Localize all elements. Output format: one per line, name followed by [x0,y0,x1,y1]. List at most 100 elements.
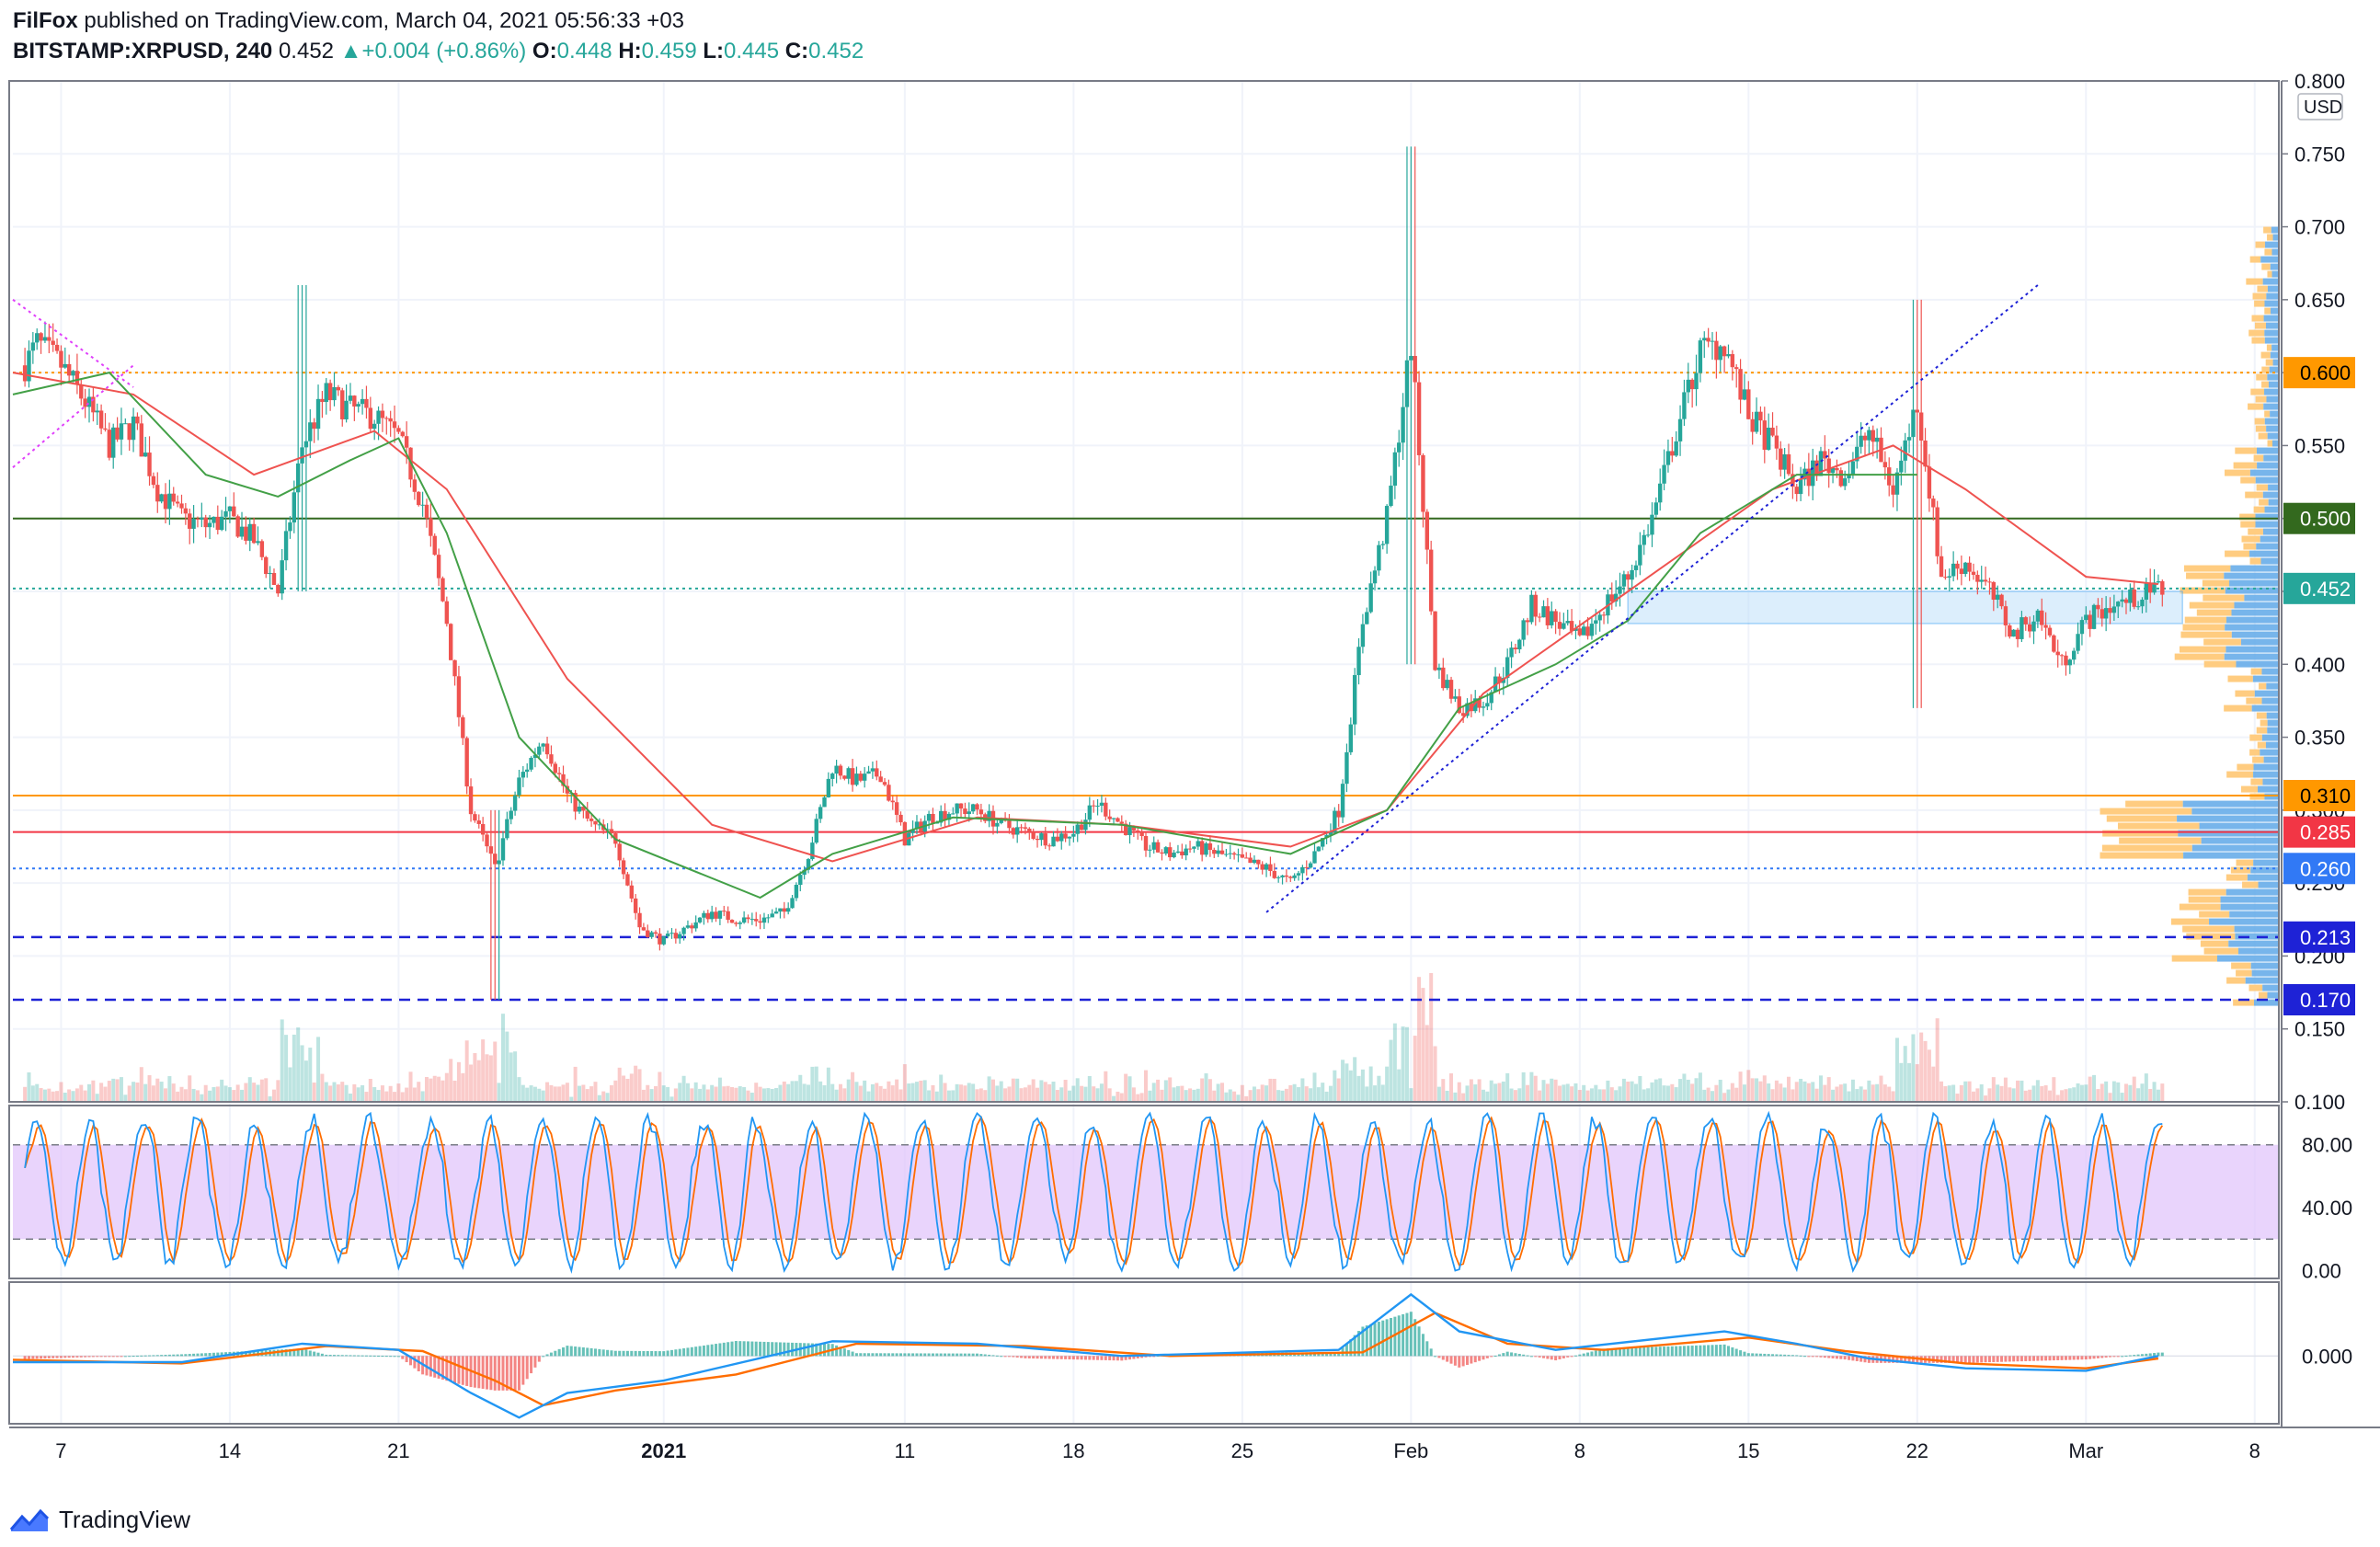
macd-hist-bar [1140,1356,1144,1358]
volume-bar [1991,1077,1996,1102]
volume-bar [685,1083,690,1102]
volume-bar [393,1092,397,1102]
candle-body [1626,574,1631,580]
vp-bar-buy [2262,491,2279,498]
vp-bar-sell [2258,432,2268,440]
volume-bar [1653,1079,1658,1102]
volume-bar [1469,1079,1473,1102]
volume-bar [854,1082,859,1102]
volume-bar [601,1091,606,1102]
volume-bar [1095,1088,1100,1102]
macd-hist-bar [1711,1345,1714,1357]
tradingview-branding[interactable]: TradingView [9,1501,190,1538]
volume-bar [1156,1079,1161,1102]
volume-bar [749,1093,754,1102]
tradingview-logo-icon [9,1508,50,1531]
candle-body [681,927,686,934]
macd-hist-bar [252,1350,256,1357]
candle-body [1894,472,1900,495]
trendline-1 [12,299,134,388]
vp-bar-sell [2227,675,2253,682]
volume-bar [983,1090,988,1102]
price-axis[interactable]: 0.1000.1500.2000.2500.3000.3500.4000.450… [2282,70,2355,1368]
ohlc-legend: BITSTAMP:XRPUSD, 240 0.452 ▲+0.004 (+0.8… [13,37,1392,66]
vp-bar-sell [2235,447,2257,454]
publisher-name[interactable]: FilFox [13,8,78,33]
volume-bar [1493,1083,1498,1102]
price-tick-label: 0.700 [2294,216,2345,239]
horizontal-levels[interactable] [13,372,2279,1002]
candle-body [537,746,542,755]
trendlines[interactable] [12,284,2039,913]
volume-bar [1509,1088,1514,1102]
vp-bar-sell [2241,535,2260,543]
volume-bar [247,1077,252,1102]
chart-canvas[interactable]: 0.1000.1500.2000.2500.3000.3500.4000.450… [0,0,2380,1499]
macd-hist-bar [2068,1356,2072,1360]
vp-bar-buy [2224,572,2279,579]
candle-body [27,350,31,382]
vp-bar-buy [2255,521,2279,528]
macd-hist-bar [1570,1356,1573,1358]
vp-bar-buy [2264,388,2279,395]
candle-body [999,818,1003,823]
price-tick-label: 0.800 [2294,70,2345,93]
macd-hist-bar [706,1345,710,1357]
volume-bar [2072,1087,2077,1102]
volume-bar [1650,1082,1654,1102]
candle-body [271,573,277,586]
candle-body [1160,852,1164,854]
vp-bar-sell [2182,925,2235,933]
macd-hist-bar [658,1351,661,1357]
volume-bar [1316,1087,1321,1102]
candle-body [179,503,184,509]
volume-bar [1674,1087,1678,1102]
candle-body [1344,751,1349,785]
macd-hist-bar [1144,1356,1148,1358]
candle-body [123,423,128,425]
vp-bar-sell [2102,830,2179,837]
vp-bar-buy [2264,337,2279,344]
volume-bar [851,1071,855,1102]
candle-body [2096,604,2100,610]
volume-bar [963,1085,967,1102]
volume-bar [1935,1018,1939,1102]
candle-body [951,813,955,815]
candle-body [2011,629,2016,637]
candle-body [517,777,521,796]
vp-bar-buy [2250,866,2279,874]
candle-body [1710,340,1715,342]
vp-bar-buy [2272,234,2279,241]
macd-hist-bar [1719,1344,1722,1357]
candle-body [417,491,421,506]
time-axis[interactable]: 7 14 21 2021 11 18 25 Feb 8 15 22 Mar 8 [55,1439,2260,1462]
macd-hist-bar [2148,1353,2152,1357]
candle-body [1774,435,1779,449]
volume-bar [669,1096,674,1102]
level-tag-bg [2283,816,2355,848]
symbol-name[interactable]: BITSTAMP:XRPUSD, 240 [13,39,273,63]
macd-hist-bar [1470,1356,1473,1364]
volume-bar [1987,1088,1992,1102]
candle-body [1489,692,1493,704]
candle-body [1187,848,1193,850]
volume-bar [308,1048,313,1102]
currency-label: USD [2304,97,2342,118]
vp-bar-buy [2270,263,2279,270]
volume-bar [35,1083,40,1102]
macd-hist-bar [1385,1319,1389,1357]
macd-hist-bar [1622,1347,1626,1357]
volume-bar [589,1086,594,1102]
candle-body [195,518,200,520]
macd-hist-bar [216,1352,220,1357]
macd-hist-bar [1892,1356,1895,1363]
macd-hist-bar [1365,1325,1368,1357]
macd-hist-bar [738,1341,742,1357]
volume-bar [1136,1094,1140,1102]
macd-hist-bar [1582,1353,1585,1357]
candle-body [761,917,767,923]
vp-bar-sell [2250,388,2265,395]
candle-body [544,743,550,755]
macd-hist-bar [2124,1355,2128,1357]
candle-body [1148,849,1152,851]
